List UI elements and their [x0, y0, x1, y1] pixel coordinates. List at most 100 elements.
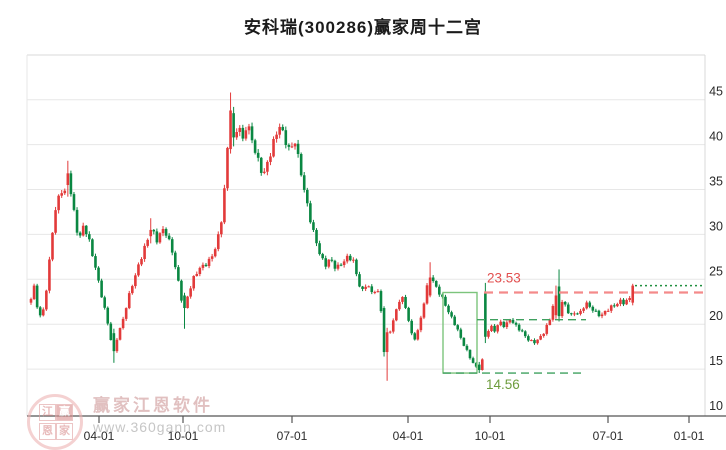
- candle-up: [195, 273, 199, 276]
- candle-up: [376, 291, 380, 293]
- candle-up: [560, 301, 564, 317]
- candle-up: [124, 308, 128, 319]
- candle-up: [290, 146, 294, 148]
- candle-up: [616, 303, 619, 307]
- candle-down: [493, 325, 496, 332]
- candle-down: [477, 364, 481, 370]
- candle-up: [210, 256, 214, 259]
- candle-up: [143, 245, 146, 260]
- candle-up: [395, 309, 398, 321]
- candle-down: [250, 126, 254, 141]
- chart-title: 安科瑞(300286)赢家周十二宫: [243, 18, 483, 37]
- candle-down: [333, 260, 337, 269]
- candle-up: [192, 275, 196, 289]
- candle-down: [348, 255, 352, 261]
- candle-up: [548, 319, 552, 325]
- candle-up: [229, 110, 232, 150]
- candle-up: [573, 313, 576, 315]
- candle-down: [471, 358, 475, 363]
- candle-up: [158, 233, 162, 243]
- candle-up: [367, 286, 370, 288]
- candle-down: [321, 254, 324, 259]
- candle-down: [84, 225, 88, 235]
- candle-down: [594, 310, 598, 312]
- candle-down: [465, 345, 469, 350]
- candle-down: [502, 321, 506, 328]
- candle-down: [309, 203, 312, 223]
- candle-up: [272, 138, 275, 157]
- candle-up: [480, 359, 484, 370]
- candle-down: [379, 291, 383, 312]
- candle-down: [75, 209, 79, 233]
- watermark-logo-char: 家: [56, 423, 73, 440]
- candle-up: [385, 332, 389, 353]
- candle-up: [48, 259, 51, 291]
- x-axis-label-07-01: 07-01: [593, 429, 624, 443]
- candle-down: [287, 144, 291, 147]
- candle-down: [404, 296, 407, 308]
- candle-up: [51, 232, 54, 260]
- candle-up: [388, 331, 392, 333]
- candle-down: [94, 256, 97, 268]
- watermark-text: 赢家江恩软件 www.360gann.com: [93, 391, 226, 435]
- y-axis-label-40: 40: [709, 130, 723, 144]
- candle-up: [352, 259, 355, 261]
- watermark-logo-char: 恩: [39, 423, 56, 440]
- candle-down: [253, 140, 257, 153]
- candle-down: [520, 330, 524, 332]
- candle-up: [134, 275, 137, 287]
- candle-up: [336, 264, 340, 269]
- x-axis-label-01-01: 01-01: [674, 429, 705, 443]
- candle-down: [533, 340, 536, 344]
- candle-down: [523, 331, 527, 337]
- candle-down: [204, 264, 208, 267]
- candle-up: [278, 126, 281, 135]
- candle-up: [619, 299, 622, 304]
- candle-up: [373, 291, 377, 293]
- candle-down: [177, 267, 180, 281]
- candle-up: [416, 330, 420, 340]
- candle-down: [106, 307, 110, 324]
- candle-down: [597, 310, 601, 317]
- candle-down: [38, 307, 42, 316]
- candle-up: [54, 210, 57, 233]
- candle-down: [474, 362, 478, 367]
- candle-up: [121, 318, 125, 329]
- candle-up: [146, 239, 149, 246]
- candle-down: [370, 286, 374, 293]
- x-axis-label-04-01: 04-01: [393, 429, 424, 443]
- candle-up: [66, 173, 70, 186]
- candle-up: [585, 302, 588, 309]
- candle-down: [511, 319, 515, 323]
- candle-down: [112, 333, 116, 352]
- candle-down: [514, 322, 518, 325]
- x-axis-label-10-01: 10-01: [168, 429, 199, 443]
- candle-down: [517, 324, 521, 331]
- candle-down: [566, 304, 570, 314]
- candle-up: [536, 339, 539, 344]
- candle-up: [345, 255, 349, 262]
- candle-up: [131, 286, 134, 294]
- candle-down: [315, 229, 318, 244]
- candle-up: [269, 156, 272, 162]
- candle-up: [226, 147, 229, 189]
- candle-down: [296, 143, 300, 155]
- watermark-url: www.360gann.com: [93, 419, 227, 435]
- candle-up: [41, 309, 45, 316]
- candle-down: [557, 286, 561, 317]
- candle-down: [103, 297, 106, 308]
- candle-up: [545, 324, 549, 334]
- y-axis-label-45: 45: [709, 85, 723, 99]
- watermark-logo-char: 赢: [56, 404, 73, 421]
- candle-down: [462, 337, 466, 346]
- watermark: 江 赢 恩 家 赢家江恩软件 www.360gann.com: [27, 391, 226, 450]
- y-axis-label-15: 15: [709, 354, 723, 368]
- candle-up: [603, 310, 607, 315]
- candle-up: [505, 322, 509, 328]
- candle-up: [554, 295, 558, 316]
- candle-up: [115, 339, 119, 352]
- candle-down: [312, 222, 315, 230]
- candle-up: [223, 188, 226, 223]
